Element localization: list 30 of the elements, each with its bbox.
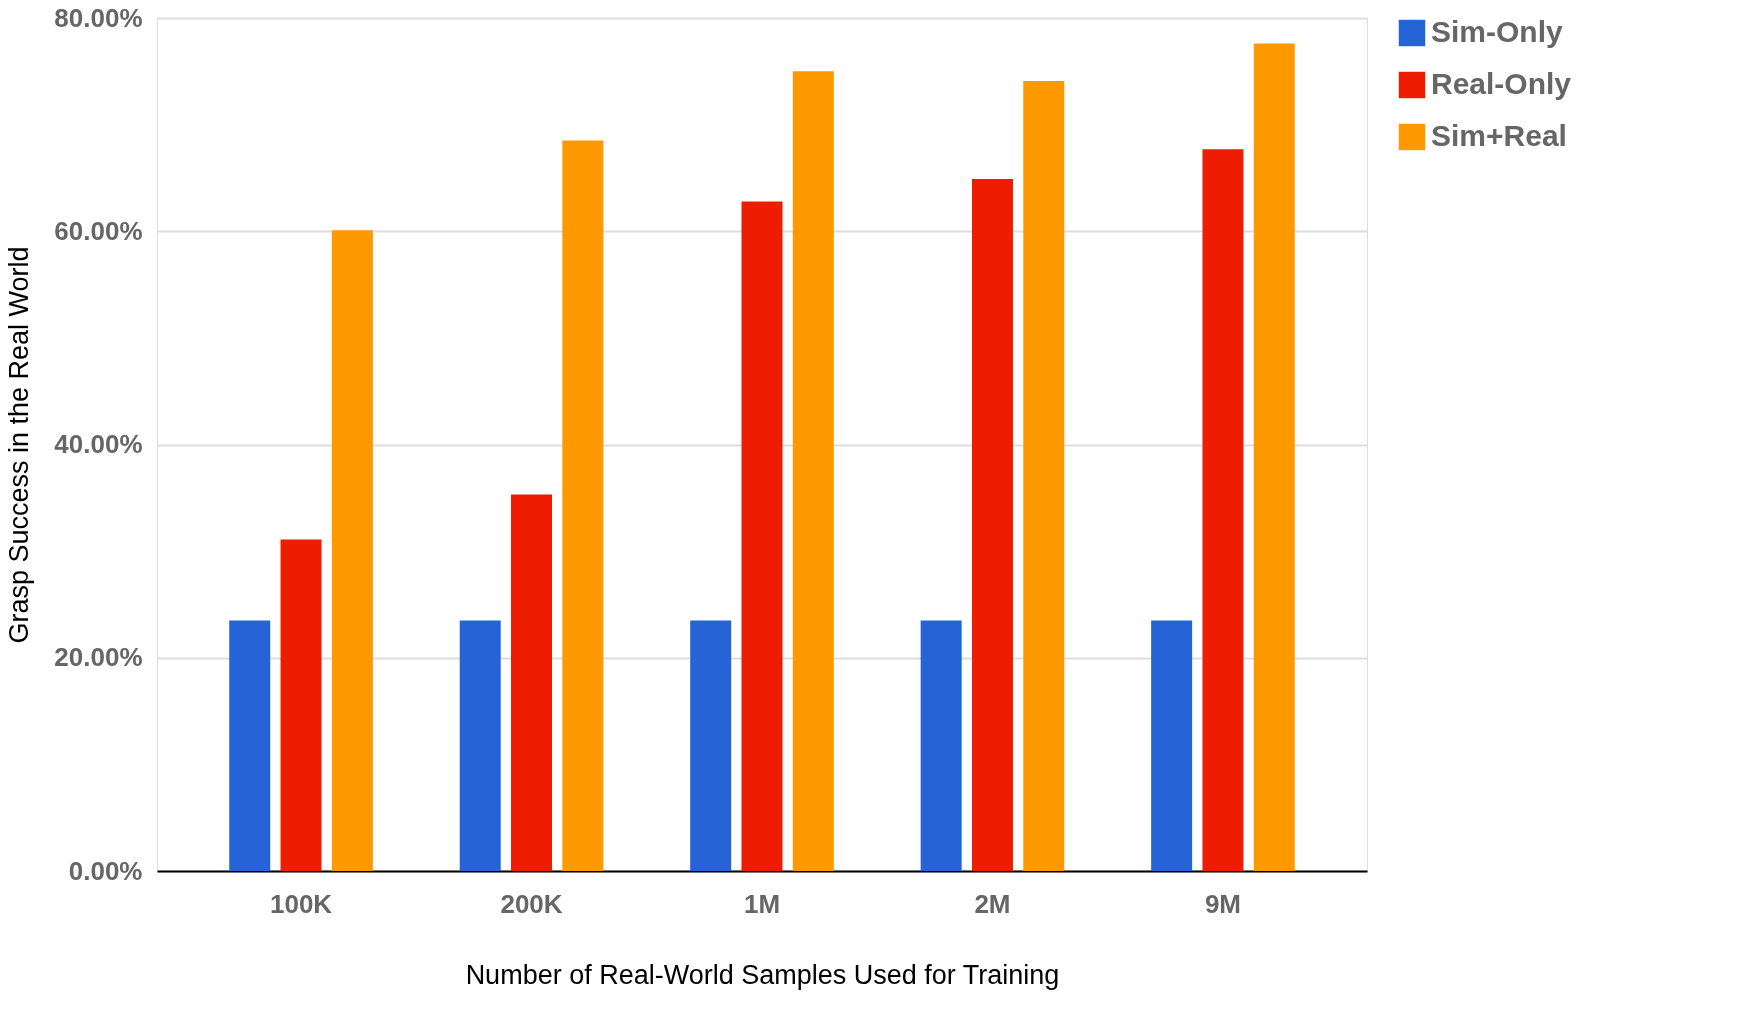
bar <box>690 620 732 871</box>
y-tick-label: 20.00% <box>54 642 143 673</box>
legend-label: Sim+Real <box>1431 119 1567 152</box>
bar <box>229 620 271 871</box>
y-tick-label: 80.00% <box>54 2 143 33</box>
bar <box>920 620 962 871</box>
y-axis-title: Grasp Success in the Real World <box>4 246 35 644</box>
bar <box>280 539 322 871</box>
x-tick-label: 1M <box>743 888 781 919</box>
y-tick-label: 60.00% <box>54 215 143 246</box>
bar <box>1151 620 1193 871</box>
x-axis-title: Number of Real-World Samples Used for Training <box>465 959 1060 990</box>
bar <box>971 179 1013 871</box>
x-tick-label: 200K <box>500 888 563 919</box>
legend-label: Real-Only <box>1431 67 1572 100</box>
bar <box>331 230 373 871</box>
y-tick-label: 40.00% <box>54 429 143 459</box>
x-tick-label: 9M <box>1204 888 1242 919</box>
bar <box>1202 149 1244 871</box>
bar <box>1253 43 1295 871</box>
bar <box>792 71 834 871</box>
bar <box>562 140 604 871</box>
y-tick-label: 0.00% <box>68 855 143 886</box>
bar <box>741 201 783 871</box>
bar <box>459 620 501 871</box>
x-tick-label: 2M <box>974 888 1011 919</box>
bar <box>1023 80 1065 871</box>
x-tick-label: 100K <box>269 888 333 919</box>
legend-label: Sim-Only <box>1431 15 1563 48</box>
bar <box>511 494 553 871</box>
